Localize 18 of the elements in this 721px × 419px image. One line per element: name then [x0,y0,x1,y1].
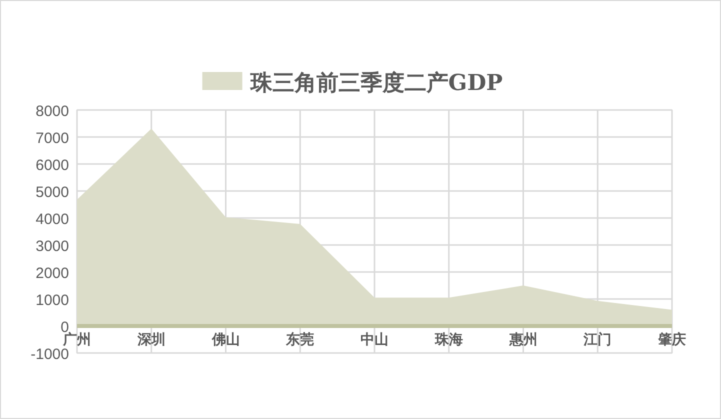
x-tick-label: 东莞 [285,331,314,348]
x-tick-label: 江门 [582,331,612,348]
y-tick-label: 1000 [36,292,69,309]
y-tick-label: 7000 [36,130,69,147]
x-tick-label: 佛山 [210,332,240,348]
x-tick-label: 中山 [360,332,388,348]
y-tick-label: 2000 [36,265,69,282]
x-tick-label: 珠海 [434,332,463,348]
x-tick-label: 肇庆 [657,331,686,348]
y-tick-label: 4000 [36,211,69,228]
x-tick-label: 深圳 [136,332,166,348]
y-tick-label: -1000 [30,346,69,363]
y-tick-label: 3000 [36,238,69,255]
x-tick-label: 惠州 [508,332,538,348]
y-tick-label: 5000 [36,184,69,201]
y-tick-label: 8000 [36,103,69,120]
y-tick-label: 6000 [36,157,69,174]
legend-label: 珠三角前三季度二产GDP [249,70,503,96]
